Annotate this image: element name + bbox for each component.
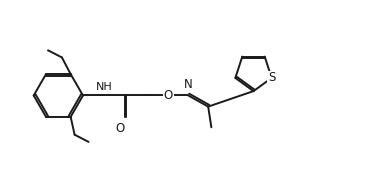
Text: NH: NH (96, 82, 113, 92)
Text: N: N (184, 78, 193, 91)
Text: S: S (268, 71, 275, 85)
Text: O: O (164, 89, 173, 102)
Text: O: O (115, 122, 124, 135)
